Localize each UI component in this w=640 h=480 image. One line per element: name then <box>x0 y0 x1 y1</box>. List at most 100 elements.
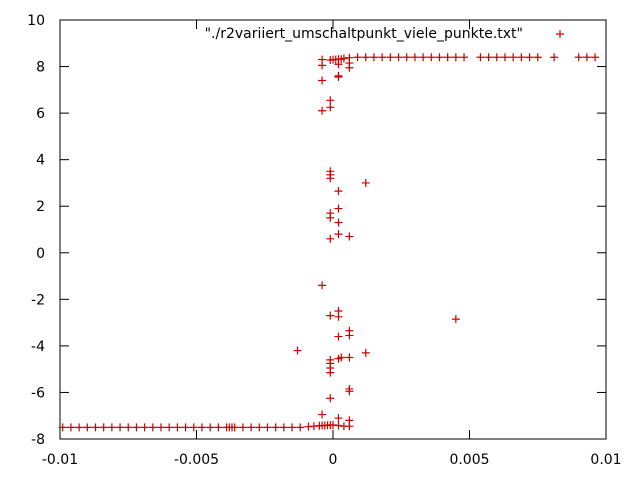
data-point <box>334 71 343 80</box>
data-point <box>476 53 485 62</box>
data-point <box>206 423 215 432</box>
data-point <box>293 346 302 355</box>
data-point <box>116 423 125 432</box>
data-point <box>402 53 411 62</box>
y-tick-label: 6 <box>36 106 45 122</box>
x-tick-label: -0.01 <box>42 452 78 468</box>
data-point <box>378 53 387 62</box>
data-point <box>451 53 460 62</box>
data-point <box>492 53 501 62</box>
data-point <box>435 53 444 62</box>
data-point <box>75 423 84 432</box>
data-point <box>326 209 335 218</box>
data-point <box>582 53 591 62</box>
y-tick-label: -4 <box>31 339 45 355</box>
data-point <box>107 423 116 432</box>
data-point <box>318 76 327 85</box>
data-point <box>148 423 157 432</box>
data-point <box>334 306 343 315</box>
data-point <box>326 311 335 320</box>
data-point <box>318 281 327 290</box>
data-point <box>419 53 428 62</box>
data-point <box>263 423 272 432</box>
data-point <box>460 53 469 62</box>
data-point <box>173 423 182 432</box>
y-tick-label: 10 <box>27 13 45 29</box>
legend-marker <box>556 30 564 38</box>
data-point <box>337 353 346 362</box>
data-point <box>334 414 343 423</box>
data-point <box>334 187 343 196</box>
data-points <box>58 53 600 432</box>
data-point <box>140 423 149 432</box>
data-point <box>533 53 542 62</box>
data-point <box>238 423 247 432</box>
data-point <box>326 355 335 364</box>
data-point <box>509 53 518 62</box>
data-point <box>318 106 327 115</box>
data-point <box>345 53 354 62</box>
data-point <box>326 103 335 112</box>
data-point <box>345 353 354 362</box>
data-point <box>574 53 583 62</box>
data-point <box>334 218 343 227</box>
data-point <box>91 423 100 432</box>
data-point <box>361 348 370 357</box>
y-tick-label: 8 <box>36 60 45 76</box>
data-point <box>345 416 354 425</box>
data-point <box>334 230 343 239</box>
data-point <box>550 53 559 62</box>
data-point <box>353 53 362 62</box>
data-point <box>66 423 75 432</box>
data-point <box>157 423 166 432</box>
data-point <box>326 234 335 243</box>
data-point <box>326 167 335 176</box>
data-point <box>339 54 348 63</box>
data-point <box>214 423 223 432</box>
data-point <box>484 53 493 62</box>
data-point <box>255 423 264 432</box>
data-point <box>132 423 141 432</box>
legend: "./r2variiert_umschaltpunkt_viele_punkte… <box>205 26 564 42</box>
data-point <box>427 53 436 62</box>
data-point <box>230 423 239 432</box>
data-point <box>99 423 108 432</box>
data-point <box>517 53 526 62</box>
data-point <box>247 423 256 432</box>
data-point <box>345 387 354 396</box>
data-point <box>197 423 206 432</box>
data-point <box>58 423 67 432</box>
data-point <box>410 53 419 62</box>
y-tick-label: 2 <box>36 199 45 215</box>
data-point <box>369 53 378 62</box>
data-point <box>271 423 280 432</box>
data-point <box>386 53 395 62</box>
data-point <box>326 96 335 105</box>
y-tick-label: -2 <box>31 292 45 308</box>
plot-frame <box>59 19 607 440</box>
data-point <box>334 204 343 213</box>
data-point <box>591 53 600 62</box>
data-point <box>345 232 354 241</box>
data-point <box>318 410 327 419</box>
data-point <box>334 332 343 341</box>
data-point <box>361 53 370 62</box>
y-tick-label: -8 <box>31 432 45 448</box>
data-point <box>165 423 174 432</box>
data-point <box>394 53 403 62</box>
data-point <box>318 55 327 64</box>
data-point <box>451 315 460 324</box>
data-point <box>189 423 198 432</box>
data-point <box>334 421 343 430</box>
legend-label: "./r2variiert_umschaltpunkt_viele_punkte… <box>205 26 523 42</box>
data-point <box>500 53 509 62</box>
x-tick-label: 0.01 <box>590 452 621 468</box>
data-point <box>288 423 297 432</box>
data-point <box>361 178 370 187</box>
axes: -0.01 -0.005 0 0.005 0.01 -8 -6 -4 -2 0 2 4 6 8 10 <box>27 13 621 468</box>
data-point <box>525 53 534 62</box>
y-tick-label: -6 <box>31 385 45 401</box>
y-tick-label: 4 <box>36 153 45 169</box>
data-point <box>443 53 452 62</box>
